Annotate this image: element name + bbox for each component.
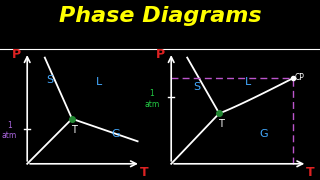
Text: S: S <box>193 82 200 92</box>
Text: T: T <box>306 166 315 179</box>
Text: G: G <box>111 129 119 139</box>
Text: 1
atm: 1 atm <box>144 89 160 109</box>
Text: L: L <box>96 77 102 87</box>
Text: 1
atm: 1 atm <box>2 121 17 140</box>
Text: G: G <box>260 129 268 139</box>
Text: P: P <box>12 48 20 61</box>
Text: CP: CP <box>295 73 305 82</box>
Text: S: S <box>46 75 53 85</box>
Text: L: L <box>245 77 251 87</box>
Text: T: T <box>71 125 76 135</box>
Text: T: T <box>218 119 224 129</box>
Text: T: T <box>140 166 148 179</box>
Text: P: P <box>156 48 164 61</box>
Text: Phase Diagrams: Phase Diagrams <box>59 6 261 26</box>
